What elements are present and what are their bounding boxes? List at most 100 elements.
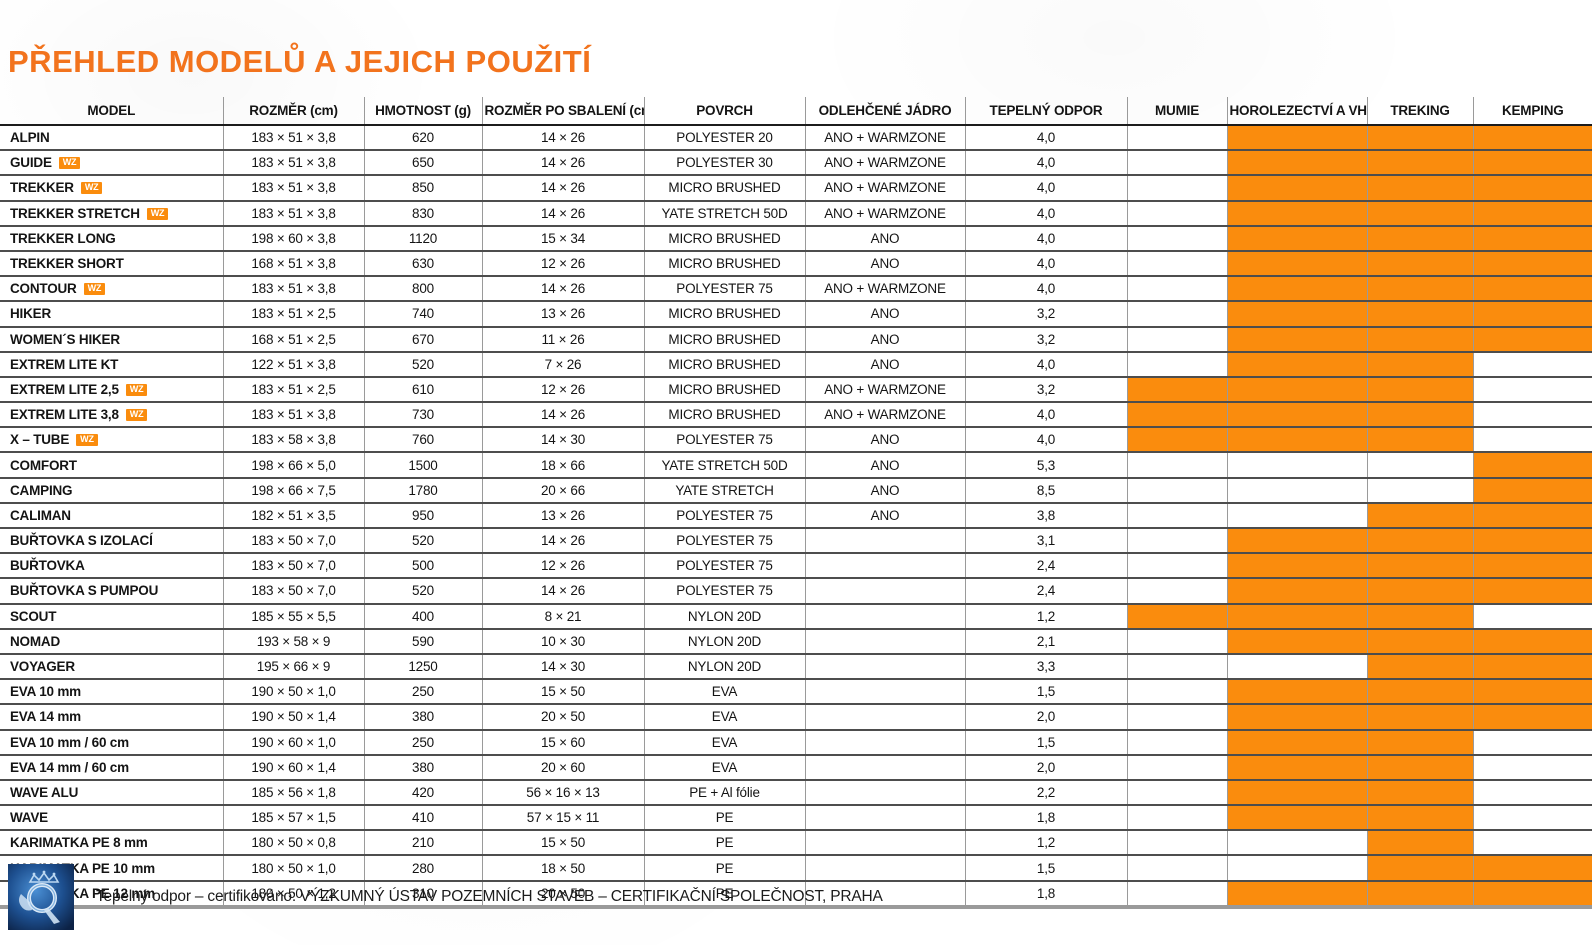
table-row: EXTREM LITE 3,8 WZ 183 × 51 × 3,8 730 14 × 2… <box>0 402 1592 429</box>
usage-cell-kemping <box>1472 880 1592 909</box>
size-cell: 183 × 50 × 7,0 <box>222 578 364 605</box>
usage-cell-treking <box>1366 452 1473 479</box>
size-cell: 185 × 55 × 5,5 <box>222 603 364 630</box>
surface-cell: EVA <box>643 729 805 756</box>
model-cell: WAVE <box>0 805 223 832</box>
weight-cell: 950 <box>363 502 482 530</box>
usage-cell-kemping <box>1472 326 1592 353</box>
usage-cell-kemping <box>1472 250 1592 278</box>
lightened-core-cell <box>804 553 965 580</box>
size-cell: 168 × 51 × 3,8 <box>222 250 364 278</box>
table-row: WAVE 185 × 57 × 1,5 410 57 × 15 × 11 PE 1,8 <box>0 805 1592 832</box>
surface-cell: MICRO BRUSHED <box>643 351 805 378</box>
surface-cell: PE + Al fólie <box>643 779 805 807</box>
usage-cell-horolezectvi-a-vht <box>1226 830 1367 857</box>
model-name: BUŘTOVKA <box>10 558 85 574</box>
model-name: EVA 10 mm / 60 cm <box>10 734 129 750</box>
table-row: VOYAGER 195 × 66 × 9 1250 14 × 30 NYLON 20D 3… <box>0 653 1592 681</box>
thermal-resistance-cell: 4,0 <box>964 175 1127 202</box>
usage-cell-mumie <box>1126 603 1227 630</box>
usage-cell-treking <box>1366 805 1473 832</box>
usage-cell-mumie <box>1126 779 1227 807</box>
thermal-resistance-cell: 2,0 <box>964 704 1127 731</box>
packed-size-cell: 14 × 26 <box>481 200 644 227</box>
table-row: NOMAD 193 × 58 × 9 590 10 × 30 NYLON 20D 2,1 <box>0 628 1592 655</box>
surface-cell: PE <box>643 880 805 909</box>
usage-cell-horolezectvi-a-vht <box>1226 276 1367 303</box>
usage-cell-horolezectvi-a-vht <box>1226 175 1367 202</box>
size-cell: 183 × 51 × 3,8 <box>222 175 364 202</box>
packed-size-cell: 14 × 26 <box>481 402 644 429</box>
surface-cell: EVA <box>643 754 805 781</box>
thermal-resistance-cell: 1,5 <box>964 729 1127 756</box>
usage-cell-treking <box>1366 351 1473 378</box>
table-row: EVA 10 mm 190 × 50 × 1,0 250 15 × 50 EVA 1,5 <box>0 679 1592 706</box>
weight-cell: 590 <box>363 628 482 655</box>
usage-cell-mumie <box>1126 150 1227 177</box>
usage-cell-mumie <box>1126 754 1227 781</box>
lightened-core-cell: ANO + WARMZONE <box>804 200 965 227</box>
thermal-resistance-cell: 4,0 <box>964 125 1127 152</box>
surface-cell: MICRO BRUSHED <box>643 175 805 202</box>
usage-cell-kemping <box>1472 704 1592 731</box>
model-cell: WOMEN´S HIKER <box>0 326 223 353</box>
usage-cell-kemping <box>1472 729 1592 756</box>
packed-size-cell: 14 × 26 <box>481 150 644 177</box>
certification-stamp-icon <box>8 864 74 930</box>
usage-cell-treking <box>1366 250 1473 278</box>
model-name: EXTREM LITE 2,5 <box>10 381 119 397</box>
size-cell: 183 × 50 × 7,0 <box>222 553 364 580</box>
table-row: BUŘTOVKA S IZOLACÍ 183 × 50 × 7,0 520 14 × … <box>0 528 1592 555</box>
packed-size-cell: 12 × 26 <box>481 376 644 404</box>
usage-cell-horolezectvi-a-vht <box>1226 729 1367 756</box>
model-name: KARIMATKA PE 8 mm <box>10 835 148 851</box>
lightened-core-cell <box>804 603 965 630</box>
weight-cell: 610 <box>363 376 482 404</box>
weight-cell: 670 <box>363 326 482 353</box>
warmzone-badge: WZ <box>146 207 169 220</box>
packed-size-cell: 10 × 30 <box>481 628 644 655</box>
lightened-core-cell: ANO + WARMZONE <box>804 125 965 152</box>
usage-cell-kemping <box>1472 150 1592 177</box>
usage-cell-treking <box>1366 729 1473 756</box>
table-row: KARIMATKA PE 8 mm 180 × 50 × 0,8 210 15 × 5… <box>0 830 1592 857</box>
thermal-resistance-cell: 1,2 <box>964 603 1127 630</box>
packed-size-cell: 14 × 26 <box>481 276 644 303</box>
lightened-core-cell: ANO + WARMZONE <box>804 175 965 202</box>
model-cell: X – TUBE WZ <box>0 427 223 454</box>
size-cell: 180 × 50 × 0,8 <box>222 830 364 857</box>
weight-cell: 520 <box>363 528 482 555</box>
size-cell: 180 × 50 × 1,0 <box>222 855 364 882</box>
usage-cell-treking <box>1366 326 1473 353</box>
table-row: EVA 14 mm 190 × 50 × 1,4 380 20 × 50 EVA 2,0 <box>0 704 1592 731</box>
surface-cell: MICRO BRUSHED <box>643 250 805 278</box>
packed-size-cell: 12 × 26 <box>481 553 644 580</box>
surface-cell: YATE STRETCH 50D <box>643 200 805 227</box>
model-name: COMFORT <box>10 457 77 473</box>
size-cell: 190 × 50 × 1,0 <box>222 679 364 706</box>
packed-size-cell: 13 × 26 <box>481 301 644 328</box>
usage-cell-mumie <box>1126 477 1227 504</box>
thermal-resistance-cell: 3,3 <box>964 653 1127 681</box>
model-cell: CALIMAN <box>0 502 223 530</box>
usage-cell-mumie <box>1126 528 1227 555</box>
usage-cell-kemping <box>1472 402 1592 429</box>
thermal-resistance-cell: 1,2 <box>964 830 1127 857</box>
usage-cell-horolezectvi-a-vht <box>1226 452 1367 479</box>
weight-cell: 830 <box>363 200 482 227</box>
packed-size-cell: 14 × 30 <box>481 427 644 454</box>
size-cell: 180 × 50 × 1,2 <box>222 880 364 909</box>
table-row: EXTREM LITE 2,5 WZ 183 × 51 × 2,5 610 12 × 2… <box>0 376 1592 404</box>
model-name: BUŘTOVKA S IZOLACÍ <box>10 533 153 549</box>
weight-cell: 1250 <box>363 653 482 681</box>
usage-cell-horolezectvi-a-vht <box>1226 351 1367 378</box>
usage-cell-treking <box>1366 779 1473 807</box>
usage-cell-mumie <box>1126 502 1227 530</box>
table-row: TREKKER STRETCH WZ 183 × 51 × 3,8 830 14 × 2… <box>0 200 1592 227</box>
page-title: PŘEHLED MODELŮ A JEJICH POUŽITÍ <box>8 44 592 79</box>
model-name: EVA 14 mm <box>10 709 81 725</box>
thermal-resistance-cell: 3,2 <box>964 376 1127 404</box>
surface-cell: MICRO BRUSHED <box>643 326 805 353</box>
packed-size-cell: 7 × 26 <box>481 351 644 378</box>
usage-cell-horolezectvi-a-vht <box>1226 477 1367 504</box>
